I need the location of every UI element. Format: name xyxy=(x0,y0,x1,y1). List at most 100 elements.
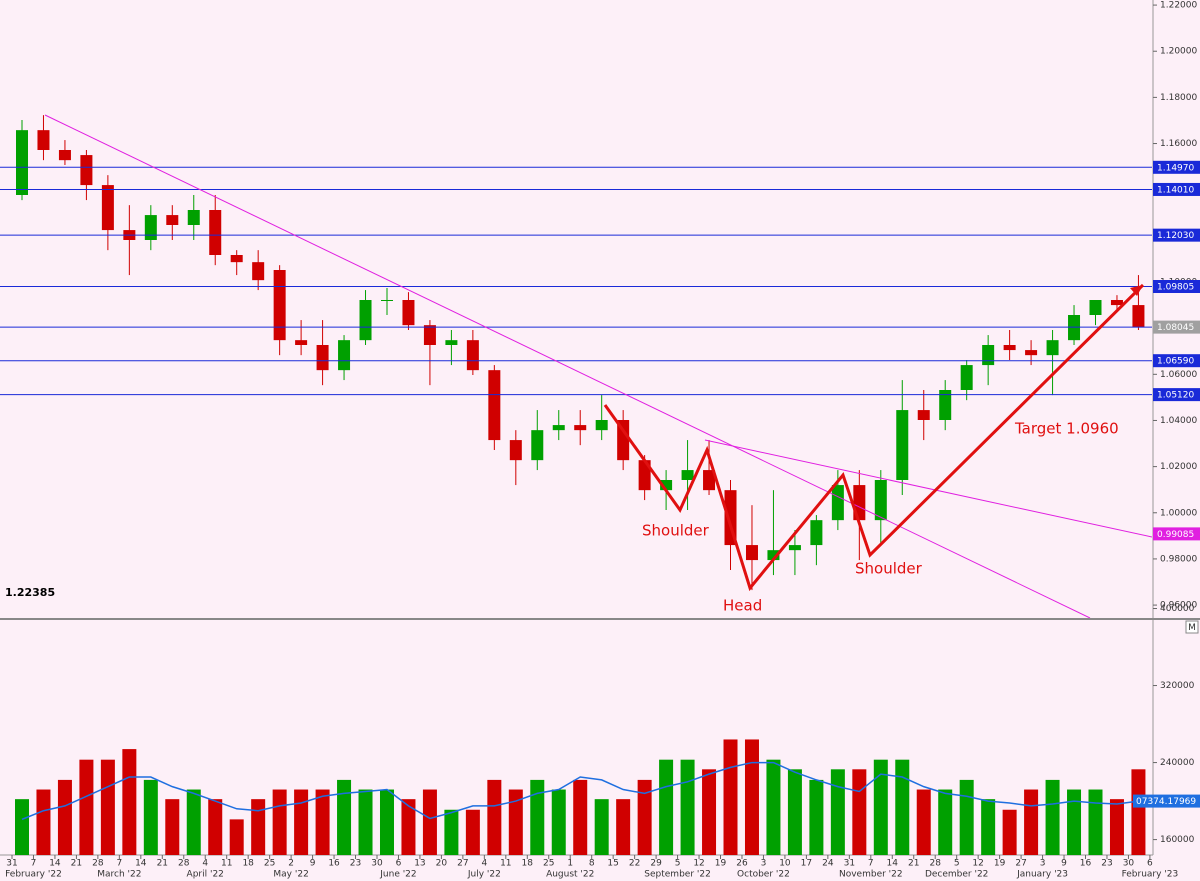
volume-bar xyxy=(444,809,459,855)
volume-bar xyxy=(766,759,781,855)
candle-body xyxy=(1089,300,1102,315)
candle-body xyxy=(788,545,801,551)
volume-bar xyxy=(165,799,180,855)
candle-body xyxy=(101,185,114,231)
candle-body xyxy=(1025,350,1038,356)
month-label: September '22 xyxy=(644,870,711,880)
arrow-head xyxy=(1130,285,1143,296)
volume-bar xyxy=(79,759,94,855)
candle-body xyxy=(380,300,393,301)
x-tick-label: 31 xyxy=(6,859,17,869)
y-tick-label: 1.18000 xyxy=(1160,93,1197,103)
month-label: May '22 xyxy=(273,870,308,880)
candle-body xyxy=(1132,305,1145,327)
candle-body xyxy=(896,410,909,480)
level-label: 1.12030 xyxy=(1157,231,1194,241)
level-label: 1.14970 xyxy=(1157,163,1194,173)
y-tick-label: 1.22000 xyxy=(1160,1,1197,11)
x-tick-label: 23 xyxy=(1101,859,1112,869)
x-tick-label: 18 xyxy=(242,859,254,869)
x-tick-label: 4 xyxy=(202,859,208,869)
y-tick-label: 0.98000 xyxy=(1160,554,1197,564)
volume-bar xyxy=(36,789,51,855)
pane-button-label[interactable]: M xyxy=(1188,623,1196,633)
volume-bar xyxy=(337,779,352,855)
candle-body xyxy=(960,365,973,390)
month-label: October '22 xyxy=(737,870,790,880)
x-tick-label: 19 xyxy=(715,859,727,869)
volume-bar xyxy=(487,779,502,855)
candle-body xyxy=(273,270,286,341)
month-label: March '22 xyxy=(97,870,141,880)
volume-pane xyxy=(15,739,1146,855)
candle-body xyxy=(917,410,930,420)
trend-line xyxy=(704,439,1152,538)
x-tick-label: 22 xyxy=(629,859,640,869)
candle-body xyxy=(187,210,200,225)
x-tick-label: 6 xyxy=(396,859,402,869)
candle-body xyxy=(617,420,630,461)
y-tick-label: 320000 xyxy=(1160,681,1195,691)
volume-bar xyxy=(938,789,953,855)
volume-bar xyxy=(702,769,717,855)
candle-body xyxy=(874,480,887,521)
volume-bar xyxy=(1109,799,1124,855)
x-tick-label: 19 xyxy=(994,859,1006,869)
annotation: Shoulder xyxy=(642,522,710,540)
candle-body xyxy=(1046,340,1059,356)
x-tick-label: 10 xyxy=(779,859,791,869)
pattern-line xyxy=(603,283,1145,592)
volume-bar xyxy=(465,809,480,855)
volume-bar xyxy=(594,799,609,855)
volume-average xyxy=(21,761,1139,821)
candle-body xyxy=(488,370,501,441)
volume-bar xyxy=(272,789,287,855)
candle-body xyxy=(230,255,243,263)
candle-body xyxy=(1003,345,1016,351)
candle-body xyxy=(767,550,780,561)
level-label: 1.08045 xyxy=(1157,323,1194,333)
x-tick-label: 1 xyxy=(567,859,573,869)
candle-body xyxy=(638,460,651,491)
level-label-box xyxy=(1153,320,1200,334)
x-tick-label: 20 xyxy=(436,859,448,869)
pane-button[interactable] xyxy=(1185,620,1199,634)
volume-bar xyxy=(573,779,588,855)
volume-bar xyxy=(57,779,72,855)
x-tick-label: 27 xyxy=(1015,859,1026,869)
candle-body xyxy=(37,130,50,150)
volume-bar xyxy=(1131,769,1146,855)
volume-bar xyxy=(981,799,996,855)
month-label: August '22 xyxy=(546,870,594,880)
candle-body xyxy=(144,215,157,240)
x-tick-label: 21 xyxy=(157,859,168,869)
x-tick-label: 29 xyxy=(650,859,662,869)
month-label: July '22 xyxy=(467,870,501,880)
level-label-box xyxy=(1153,280,1200,293)
candle-body xyxy=(295,340,308,345)
candle-body xyxy=(703,470,716,491)
x-tick-label: 5 xyxy=(675,859,681,869)
x-tick-label: 2 xyxy=(288,859,294,869)
level-label-box xyxy=(1153,388,1200,402)
candle-body xyxy=(80,155,93,186)
volume-bar xyxy=(659,759,674,855)
x-tick-label: 27 xyxy=(457,859,468,869)
candle-body xyxy=(338,340,351,371)
candle-body xyxy=(681,470,694,480)
volume-bar xyxy=(358,789,373,855)
level-label-box xyxy=(1153,182,1200,196)
y-tick-label: 1.06000 xyxy=(1160,370,1197,380)
candle-body xyxy=(252,262,265,281)
level-label: 1.06590 xyxy=(1157,357,1194,367)
month-label: February '23 xyxy=(1122,870,1179,880)
x-tick-label: 3 xyxy=(1040,859,1046,869)
volume-bar xyxy=(1088,789,1103,855)
volume-bar xyxy=(251,799,266,855)
volume-bar xyxy=(852,769,867,855)
month-label: April '22 xyxy=(187,870,224,880)
x-tick-label: 21 xyxy=(908,859,919,869)
x-tick-label: 25 xyxy=(264,859,275,869)
volume-bar xyxy=(616,799,631,855)
x-tick-label: 14 xyxy=(887,859,899,869)
